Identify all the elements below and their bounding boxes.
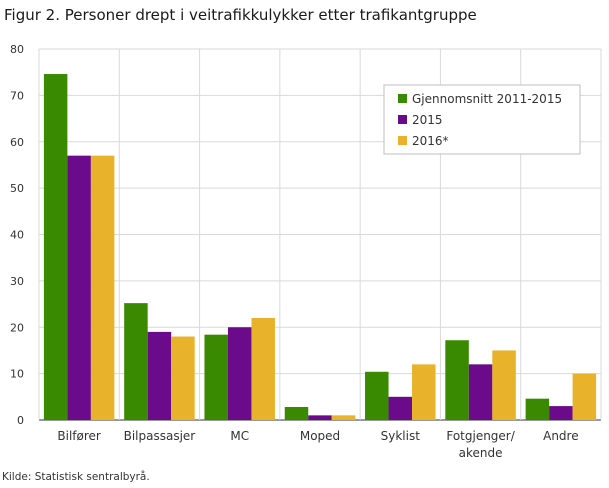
y-tick-label: 80 xyxy=(10,43,24,56)
bar xyxy=(492,350,516,420)
y-tick-label: 10 xyxy=(10,368,24,381)
y-tick-label: 60 xyxy=(10,136,24,149)
y-tick-label: 40 xyxy=(10,229,24,242)
bar xyxy=(572,373,597,421)
legend-label: Gjennomsnitt 2011-2015 xyxy=(412,92,562,106)
source-note: Kilde: Statistisk sentralbyrå. xyxy=(2,471,150,483)
x-tick-label: akende xyxy=(459,446,503,460)
bar xyxy=(525,398,550,420)
x-tick-label: MC xyxy=(230,429,249,443)
bar xyxy=(90,155,115,420)
bar xyxy=(549,406,573,420)
bar xyxy=(445,340,469,420)
bar xyxy=(331,415,356,420)
bar xyxy=(412,364,436,420)
legend-box xyxy=(383,84,581,155)
y-tick-label: 50 xyxy=(10,182,24,195)
x-tick-label: Moped xyxy=(300,429,340,443)
x-tick-label: Fotgjenger/ xyxy=(446,429,515,443)
chart-title: Figur 2. Personer drept i veitrafikkulyk… xyxy=(4,6,477,24)
bar xyxy=(468,364,493,420)
bar xyxy=(171,336,195,420)
bar xyxy=(284,407,309,420)
bar xyxy=(388,396,413,420)
legend: Gjennomsnitt 2011-2015 2015 2016* xyxy=(383,84,581,155)
bar xyxy=(147,331,172,420)
y-tick-label: 30 xyxy=(10,275,24,288)
bar xyxy=(251,317,275,420)
bar xyxy=(227,327,252,420)
x-tick-label: Andre xyxy=(543,429,578,443)
x-tick-label: Bilpassasjer xyxy=(124,429,196,443)
legend-swatch xyxy=(398,136,407,145)
y-axis-ticks: 0 10 20 30 40 50 60 70 80 xyxy=(10,43,24,427)
x-tick-label: Bilfører xyxy=(57,429,101,443)
bar xyxy=(308,415,332,420)
x-axis-ticks: Bilfører Bilpassasjer MC Moped Syklist Fotgje… xyxy=(57,429,578,460)
bar xyxy=(204,334,228,420)
x-tick-label: Syklist xyxy=(381,429,421,443)
legend-label: 2016* xyxy=(412,134,449,148)
bar xyxy=(365,371,389,420)
bar xyxy=(124,303,148,420)
legend-swatch xyxy=(398,94,407,103)
legend-label: 2015 xyxy=(412,113,443,127)
grid xyxy=(38,48,602,421)
y-tick-label: 20 xyxy=(10,321,24,334)
legend-swatch xyxy=(398,115,407,124)
bar xyxy=(43,74,68,420)
y-tick-label: 0 xyxy=(17,414,24,427)
bars xyxy=(43,74,597,421)
bar xyxy=(67,155,91,420)
y-tick-label: 70 xyxy=(10,89,24,102)
